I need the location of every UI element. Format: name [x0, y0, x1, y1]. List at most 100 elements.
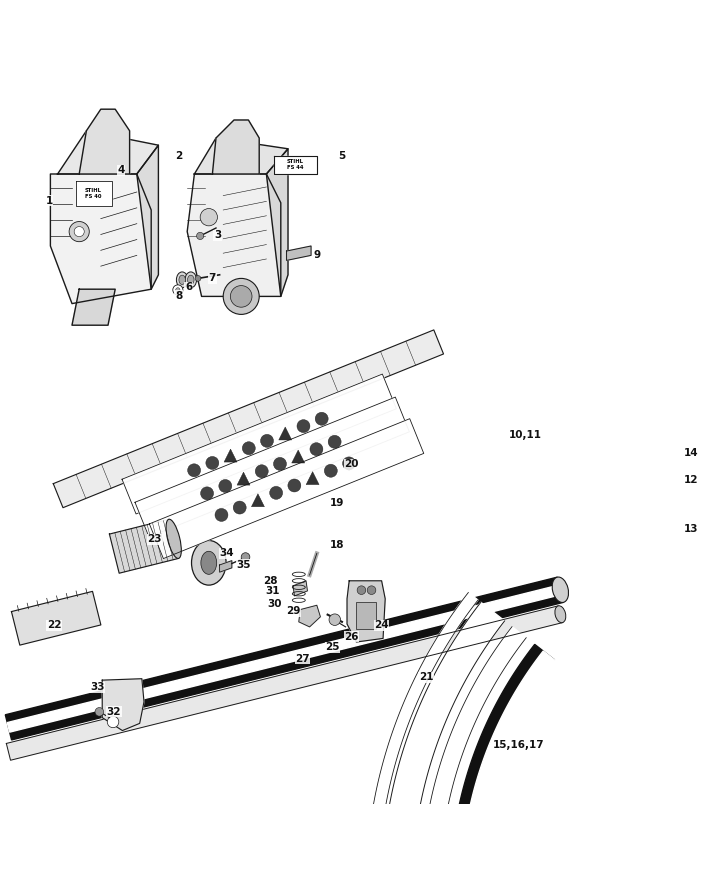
Circle shape [233, 501, 246, 514]
Text: 34: 34 [220, 549, 234, 559]
Circle shape [324, 464, 337, 477]
Ellipse shape [555, 606, 566, 622]
Polygon shape [50, 174, 151, 304]
Polygon shape [187, 174, 281, 297]
Text: 6: 6 [185, 282, 192, 292]
Text: 1: 1 [45, 195, 53, 206]
Circle shape [215, 509, 228, 521]
Polygon shape [421, 627, 526, 888]
Circle shape [243, 441, 256, 455]
Circle shape [173, 285, 183, 295]
Ellipse shape [201, 551, 217, 575]
Text: 8: 8 [175, 290, 182, 301]
Text: 24: 24 [374, 621, 389, 630]
Ellipse shape [179, 275, 186, 284]
Polygon shape [266, 149, 288, 297]
Polygon shape [237, 472, 250, 485]
Circle shape [288, 479, 301, 492]
Polygon shape [287, 246, 311, 260]
Text: 7: 7 [209, 274, 216, 283]
Circle shape [357, 586, 366, 594]
Text: 21: 21 [419, 672, 433, 682]
Circle shape [297, 420, 310, 432]
Ellipse shape [552, 577, 569, 602]
Text: 14: 14 [684, 448, 698, 457]
Polygon shape [274, 156, 317, 174]
Text: 22: 22 [47, 621, 61, 630]
Text: 19: 19 [330, 498, 344, 508]
Polygon shape [7, 585, 562, 732]
Circle shape [241, 552, 250, 561]
Polygon shape [79, 109, 130, 174]
Circle shape [315, 412, 328, 425]
Circle shape [329, 614, 341, 625]
Circle shape [201, 487, 214, 500]
Circle shape [188, 464, 201, 477]
Text: 35: 35 [236, 560, 251, 570]
Text: 9: 9 [313, 250, 320, 260]
Text: 2: 2 [175, 151, 182, 161]
Polygon shape [194, 138, 288, 174]
Circle shape [95, 708, 104, 716]
Text: 12: 12 [684, 475, 698, 485]
Circle shape [197, 233, 204, 240]
Polygon shape [122, 374, 397, 514]
Polygon shape [149, 418, 424, 559]
Circle shape [310, 443, 323, 456]
Bar [356, 602, 376, 629]
Circle shape [200, 209, 217, 226]
Text: 13: 13 [684, 524, 698, 534]
Polygon shape [53, 330, 444, 508]
Polygon shape [347, 581, 385, 642]
Polygon shape [135, 397, 410, 537]
Circle shape [219, 480, 232, 493]
Text: 18: 18 [330, 540, 344, 550]
Polygon shape [212, 120, 259, 174]
Circle shape [261, 434, 274, 448]
Text: 31: 31 [265, 586, 279, 596]
Text: STIHL
FS 44: STIHL FS 44 [287, 159, 304, 170]
Polygon shape [102, 678, 144, 731]
Circle shape [223, 279, 259, 314]
Polygon shape [58, 131, 158, 174]
Polygon shape [306, 472, 319, 485]
Circle shape [343, 457, 356, 470]
Circle shape [69, 221, 89, 242]
Circle shape [195, 275, 201, 281]
Ellipse shape [192, 541, 226, 585]
Polygon shape [450, 645, 554, 888]
Circle shape [328, 435, 341, 448]
Polygon shape [6, 606, 562, 760]
Text: 4: 4 [117, 165, 125, 176]
Polygon shape [137, 146, 158, 289]
Polygon shape [12, 591, 101, 645]
Polygon shape [279, 427, 292, 440]
Circle shape [256, 464, 269, 478]
Text: 33: 33 [90, 682, 104, 693]
Circle shape [206, 456, 219, 470]
Text: 29: 29 [287, 606, 301, 616]
Text: 15,16,17: 15,16,17 [492, 740, 544, 750]
Polygon shape [299, 606, 320, 627]
Polygon shape [220, 560, 232, 572]
Text: 3: 3 [214, 230, 221, 240]
Text: 10,11: 10,11 [509, 431, 542, 440]
Text: 5: 5 [338, 151, 346, 161]
Polygon shape [251, 494, 264, 507]
Text: 32: 32 [107, 707, 121, 717]
Polygon shape [224, 449, 237, 462]
Polygon shape [292, 450, 305, 463]
Polygon shape [382, 602, 505, 888]
Text: 27: 27 [295, 654, 310, 663]
Circle shape [230, 286, 252, 307]
Ellipse shape [185, 272, 197, 288]
Polygon shape [461, 651, 562, 888]
Circle shape [367, 586, 376, 594]
Circle shape [74, 226, 84, 236]
Circle shape [176, 288, 180, 292]
Polygon shape [293, 581, 307, 596]
Text: 23: 23 [148, 534, 162, 544]
Circle shape [274, 457, 287, 471]
Text: 28: 28 [263, 575, 277, 586]
Polygon shape [72, 289, 115, 325]
